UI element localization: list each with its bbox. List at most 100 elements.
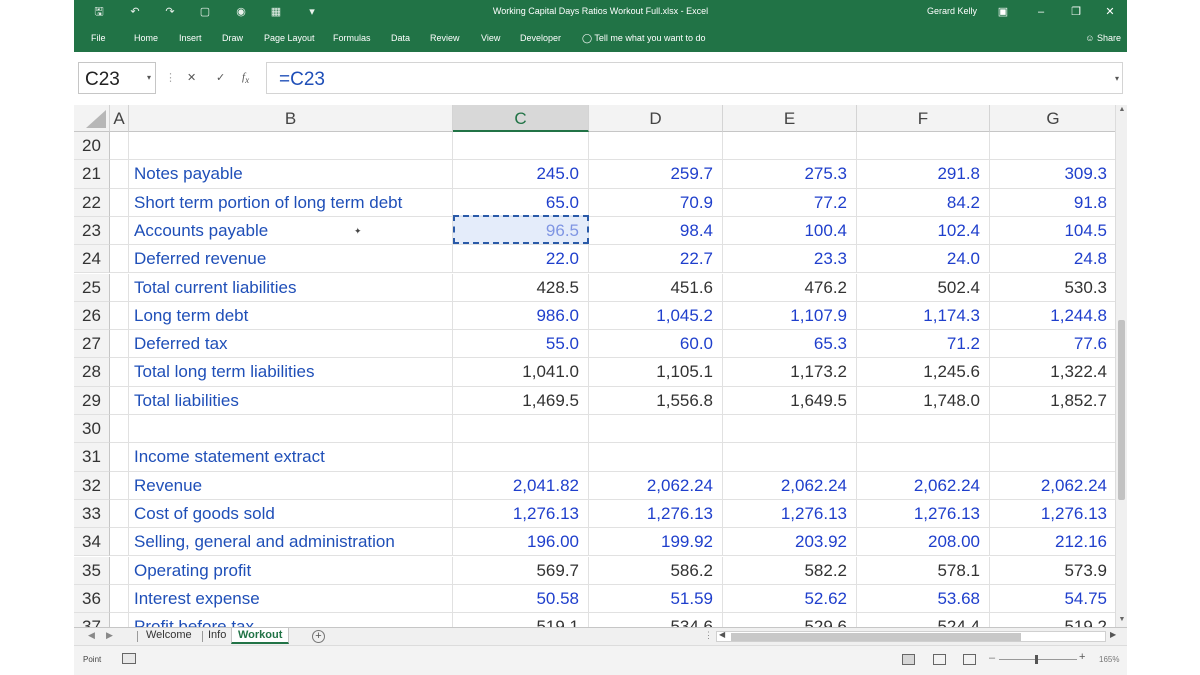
save-icon[interactable]: 🖫 [94, 6, 104, 18]
value-cell-d[interactable]: 98.4 [589, 216, 723, 246]
cell-a[interactable] [110, 415, 129, 444]
normal-view-icon[interactable] [902, 654, 915, 665]
row-header[interactable]: 32 [74, 471, 110, 500]
cell-a[interactable] [110, 584, 129, 614]
spreadsheet-grid[interactable]: A B C D E F G 20 21 Notes payable 245.0 259.… [74, 105, 1117, 627]
value-cell-g[interactable]: 2,062.24 [990, 471, 1117, 500]
cell-a[interactable] [110, 386, 129, 415]
row-label-cell[interactable]: Accounts payable [129, 216, 453, 246]
value-cell-e[interactable] [723, 415, 857, 444]
row-header[interactable]: 36 [74, 584, 110, 614]
value-cell-c[interactable] [453, 443, 589, 472]
cell-a[interactable] [110, 245, 129, 274]
page-layout-view-icon[interactable] [933, 654, 946, 665]
value-cell-c[interactable] [453, 415, 589, 444]
close-icon[interactable]: ✕ [1105, 6, 1115, 18]
value-cell-d[interactable]: 1,105.1 [589, 358, 723, 387]
value-cell-c[interactable]: 986.0 [453, 301, 589, 331]
cell-a[interactable] [110, 273, 129, 302]
value-cell-c[interactable]: 245.0 [453, 160, 589, 189]
row-header[interactable]: 25 [74, 273, 110, 302]
value-cell-c[interactable]: 22.0 [453, 245, 589, 274]
row-header[interactable]: 30 [74, 415, 110, 444]
value-cell-g[interactable]: 1,322.4 [990, 358, 1117, 387]
value-cell-e[interactable]: 476.2 [723, 273, 857, 302]
tab-file[interactable]: File [91, 33, 106, 43]
row-label-cell[interactable]: Profit before tax [129, 613, 453, 627]
restore-icon[interactable]: ❐ [1071, 6, 1081, 18]
cell-a[interactable] [110, 160, 129, 189]
chevron-down-icon[interactable]: ▾ [146, 73, 151, 82]
cell-a[interactable] [110, 330, 129, 359]
value-cell-c[interactable]: 569.7 [453, 556, 589, 585]
zoom-slider[interactable] [999, 659, 1077, 660]
minimize-icon[interactable]: – [1037, 6, 1045, 18]
value-cell-e[interactable]: 1,173.2 [723, 358, 857, 387]
row-header[interactable]: 21 [74, 160, 110, 189]
value-cell-c[interactable]: 1,276.13 [453, 499, 589, 529]
prev-sheet-icon[interactable]: ◀ [88, 630, 95, 640]
row-header[interactable]: 34 [74, 528, 110, 557]
value-cell-d[interactable]: 199.92 [589, 528, 723, 557]
cell-a[interactable] [110, 132, 129, 161]
row-header[interactable]: 26 [74, 301, 110, 331]
camera-icon[interactable]: ◉ [236, 6, 246, 18]
value-cell-d[interactable] [589, 443, 723, 472]
value-cell-e[interactable]: 1,107.9 [723, 301, 857, 331]
value-cell-d[interactable]: 451.6 [589, 273, 723, 302]
value-cell-g[interactable]: 54.75 [990, 584, 1117, 614]
value-cell-d[interactable] [589, 132, 723, 161]
value-cell-f[interactable] [857, 415, 990, 444]
value-cell-f[interactable]: 1,174.3 [857, 301, 990, 331]
row-header[interactable]: 29 [74, 386, 110, 415]
value-cell-e[interactable] [723, 132, 857, 161]
cell-a[interactable] [110, 613, 129, 627]
value-cell-g[interactable] [990, 415, 1117, 444]
column-header-d[interactable]: D [589, 105, 723, 132]
next-sheet-icon[interactable]: ▶ [106, 630, 113, 640]
value-cell-e[interactable]: 77.2 [723, 188, 857, 217]
value-cell-d[interactable]: 1,045.2 [589, 301, 723, 331]
page-break-view-icon[interactable] [963, 654, 976, 665]
value-cell-g[interactable]: 519.2 [990, 613, 1117, 627]
cell-a[interactable] [110, 358, 129, 387]
value-cell-d[interactable]: 51.59 [589, 584, 723, 614]
value-cell-c[interactable]: 1,041.0 [453, 358, 589, 387]
expand-formula-icon[interactable]: ▾ [1114, 74, 1119, 83]
calculator-icon[interactable]: ▦ [270, 6, 282, 18]
value-cell-d[interactable]: 586.2 [589, 556, 723, 585]
touch-mode-icon[interactable]: ▢ [199, 6, 211, 18]
row-label-cell[interactable]: Income statement extract [129, 443, 453, 472]
value-cell-e[interactable]: 65.3 [723, 330, 857, 359]
value-cell-e[interactable]: 23.3 [723, 245, 857, 274]
column-header-e[interactable]: E [723, 105, 857, 132]
value-cell-f[interactable]: 53.68 [857, 584, 990, 614]
insert-function-icon[interactable]: fx [242, 71, 250, 86]
zoom-out-icon[interactable]: – [989, 652, 996, 664]
value-cell-g[interactable]: 1,276.13 [990, 499, 1117, 529]
horizontal-scroll-thumb[interactable] [731, 633, 1021, 641]
tell-me-search[interactable]: ◯ Tell me what you want to do [582, 33, 705, 44]
value-cell-c[interactable]: 196.00 [453, 528, 589, 557]
row-label-cell[interactable]: Deferred revenue [129, 245, 453, 274]
tab-developer[interactable]: Developer [520, 33, 562, 43]
value-cell-d[interactable]: 22.7 [589, 245, 723, 274]
ribbon-display-icon[interactable]: ▣ [997, 6, 1009, 18]
formula-input[interactable]: =C23 [266, 62, 1123, 94]
vertical-scroll-thumb[interactable] [1118, 320, 1125, 500]
column-header-f[interactable]: F [857, 105, 990, 132]
row-header[interactable]: 31 [74, 443, 110, 472]
value-cell-g[interactable]: 309.3 [990, 160, 1117, 189]
row-header[interactable]: 35 [74, 556, 110, 585]
value-cell-f[interactable]: 502.4 [857, 273, 990, 302]
row-label-cell[interactable]: Operating profit [129, 556, 453, 585]
column-header-a[interactable]: A [110, 105, 129, 132]
value-cell-g[interactable]: 24.8 [990, 245, 1117, 274]
row-label-cell[interactable]: Total liabilities [129, 386, 453, 415]
value-cell-e[interactable]: 1,649.5 [723, 386, 857, 415]
row-label-cell[interactable]: Notes payable [129, 160, 453, 189]
row-header[interactable]: 20 [74, 132, 110, 161]
sheet-tab-welcome[interactable]: Welcome [146, 629, 192, 641]
add-sheet-icon[interactable]: + [312, 630, 325, 643]
tab-draw[interactable]: Draw [222, 33, 244, 43]
